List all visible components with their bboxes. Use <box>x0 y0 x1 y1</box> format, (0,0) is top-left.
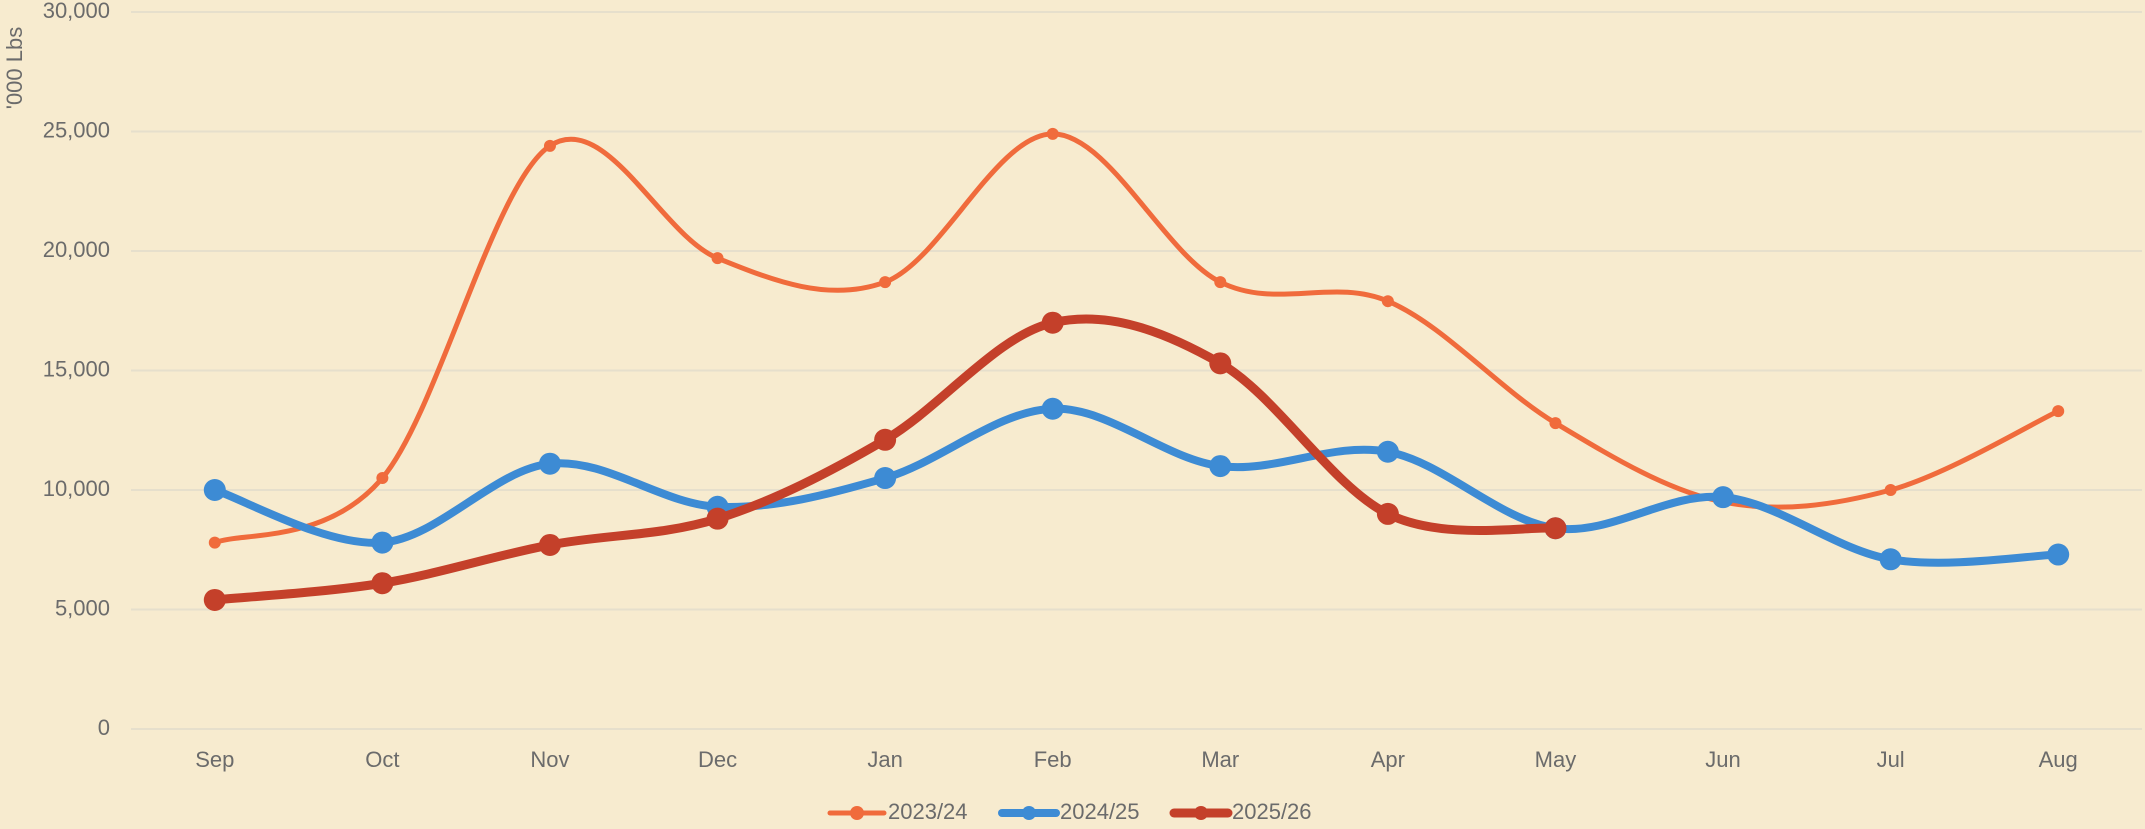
x-tick-label: Apr <box>1371 747 1405 772</box>
data-point <box>1041 397 1064 420</box>
data-point <box>2047 543 2070 566</box>
data-point <box>1879 548 1902 571</box>
data-point <box>1046 127 1059 140</box>
x-tick-label: May <box>1535 747 1577 772</box>
data-point <box>371 531 394 554</box>
x-tick-label: Jul <box>1877 747 1905 772</box>
data-point <box>711 252 724 265</box>
y-tick-label: 15,000 <box>43 356 110 381</box>
y-tick-label: 5,000 <box>55 595 110 620</box>
data-point <box>1041 311 1064 334</box>
x-tick-label: Sep <box>195 747 234 772</box>
data-point <box>706 507 729 530</box>
x-tick-label: Aug <box>2039 747 2078 772</box>
data-point <box>543 139 556 152</box>
data-point <box>874 428 897 451</box>
x-tick-label: Jan <box>867 747 902 772</box>
legend-label: 2024/25 <box>1060 799 1140 824</box>
x-tick-label: Nov <box>530 747 569 772</box>
series-line <box>210 404 2063 567</box>
y-tick-label: 0 <box>98 715 110 740</box>
data-point <box>1376 502 1399 525</box>
x-tick-label: Oct <box>365 747 399 772</box>
data-point <box>203 588 226 611</box>
y-tick-label: 25,000 <box>43 117 110 142</box>
x-tick-label: Jun <box>1705 747 1740 772</box>
data-point <box>1376 440 1399 463</box>
x-tick-label: Feb <box>1034 747 1072 772</box>
data-point <box>1544 517 1567 540</box>
data-point <box>1381 295 1394 308</box>
data-point <box>371 572 394 595</box>
legend-marker <box>850 806 864 820</box>
x-tick-label: Dec <box>698 747 737 772</box>
data-point <box>879 276 892 289</box>
series-line <box>212 131 2061 546</box>
y-axis-title: '000 Lbs <box>2 27 27 110</box>
data-point <box>1209 352 1232 375</box>
data-point <box>1214 276 1227 289</box>
data-point <box>538 452 561 475</box>
data-point <box>208 536 221 549</box>
data-point <box>1209 455 1232 478</box>
y-tick-label: 10,000 <box>43 476 110 501</box>
data-point <box>203 479 226 501</box>
data-point <box>1712 486 1735 509</box>
series-line <box>210 314 1560 605</box>
legend-label: 2023/24 <box>888 799 968 824</box>
y-tick-label: 20,000 <box>43 237 110 262</box>
legend-marker <box>1194 806 1208 820</box>
legend-marker <box>1022 806 1036 820</box>
data-point <box>376 472 389 485</box>
data-point <box>874 467 897 490</box>
legend-label: 2025/26 <box>1232 799 1312 824</box>
data-point <box>538 533 561 556</box>
y-tick-label: 30,000 <box>43 0 110 23</box>
data-point <box>2052 405 2065 418</box>
data-point <box>1884 484 1897 496</box>
x-tick-label: Mar <box>1201 747 1239 772</box>
data-point <box>1549 417 1562 430</box>
